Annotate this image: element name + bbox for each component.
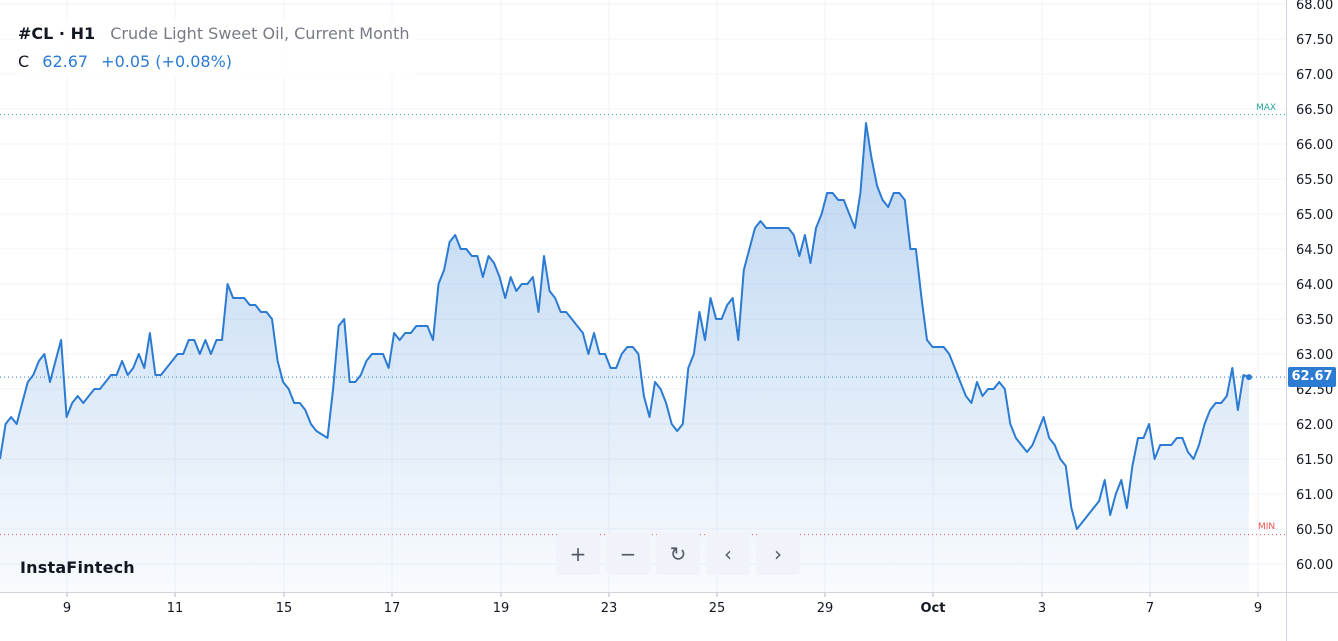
last-price-tag: 62.67: [1288, 367, 1336, 388]
reset-chart-button[interactable]: ↻: [656, 533, 700, 575]
instrument-description: Crude Light Sweet Oil, Current Month: [110, 24, 410, 43]
chart-legend: #CL · H1 Crude Light Sweet Oil, Current …: [18, 20, 416, 76]
x-tick-label: 9: [63, 601, 71, 616]
price-change: +0.05 (+0.08%): [101, 52, 233, 71]
x-tick-label: 15: [276, 601, 293, 616]
close-value: 62.67: [42, 52, 89, 71]
x-tick-label: 17: [384, 601, 401, 616]
y-tick-label: 61.00: [1296, 488, 1333, 503]
y-tick-label: 67.00: [1296, 68, 1333, 83]
y-tick-label: 67.50: [1296, 33, 1333, 48]
y-tick-label: 62.00: [1296, 418, 1333, 433]
x-tick-label: 23: [601, 601, 618, 616]
y-tick-label: 63.50: [1296, 313, 1333, 328]
x-tick-label: 3: [1038, 601, 1046, 616]
y-tick-label: 64.00: [1296, 278, 1333, 293]
close-label: C: [18, 52, 30, 71]
y-tick-label: 68.00: [1296, 0, 1333, 13]
y-tick-label: 66.50: [1296, 103, 1333, 118]
legend-values-row: C 62.67 +0.05 (+0.08%): [18, 48, 409, 76]
x-tick-label: 7: [1146, 601, 1154, 616]
scroll-right-button[interactable]: ›: [756, 533, 800, 575]
symbol-label: #CL · H1: [18, 24, 96, 43]
x-tick-label: 19: [493, 601, 510, 616]
y-tick-label: 60.00: [1296, 558, 1333, 573]
y-tick-label: 64.50: [1296, 243, 1333, 258]
chart-controls: + − ↻ ‹ ›: [556, 533, 800, 575]
x-tick-label: 29: [817, 601, 834, 616]
price-series-line: [0, 122, 1250, 530]
zoom-out-button[interactable]: −: [606, 533, 650, 575]
min-marker-label: MIN: [1258, 522, 1276, 532]
y-tick-label: 66.00: [1296, 138, 1333, 153]
x-tick-label: Oct: [921, 601, 946, 616]
price-area-fill: [0, 123, 1249, 592]
zoom-in-button[interactable]: +: [556, 533, 600, 575]
y-tick-label: 60.50: [1296, 523, 1333, 538]
x-tick-label: 9: [1254, 601, 1262, 616]
y-tick-label: 61.50: [1296, 453, 1333, 468]
x-tick-label: 11: [167, 601, 184, 616]
y-tick-label: 63.00: [1296, 348, 1333, 363]
last-price-dot: [1246, 374, 1252, 381]
y-tick-label: 65.00: [1296, 208, 1333, 223]
y-tick-label: 65.50: [1296, 173, 1333, 188]
scroll-left-button[interactable]: ‹: [706, 533, 750, 575]
instafintech-watermark: InstaFintech: [20, 558, 135, 577]
x-tick-label: 25: [709, 601, 726, 616]
max-marker-label: MAX: [1256, 103, 1277, 113]
legend-title-row: #CL · H1 Crude Light Sweet Oil, Current …: [18, 20, 409, 48]
